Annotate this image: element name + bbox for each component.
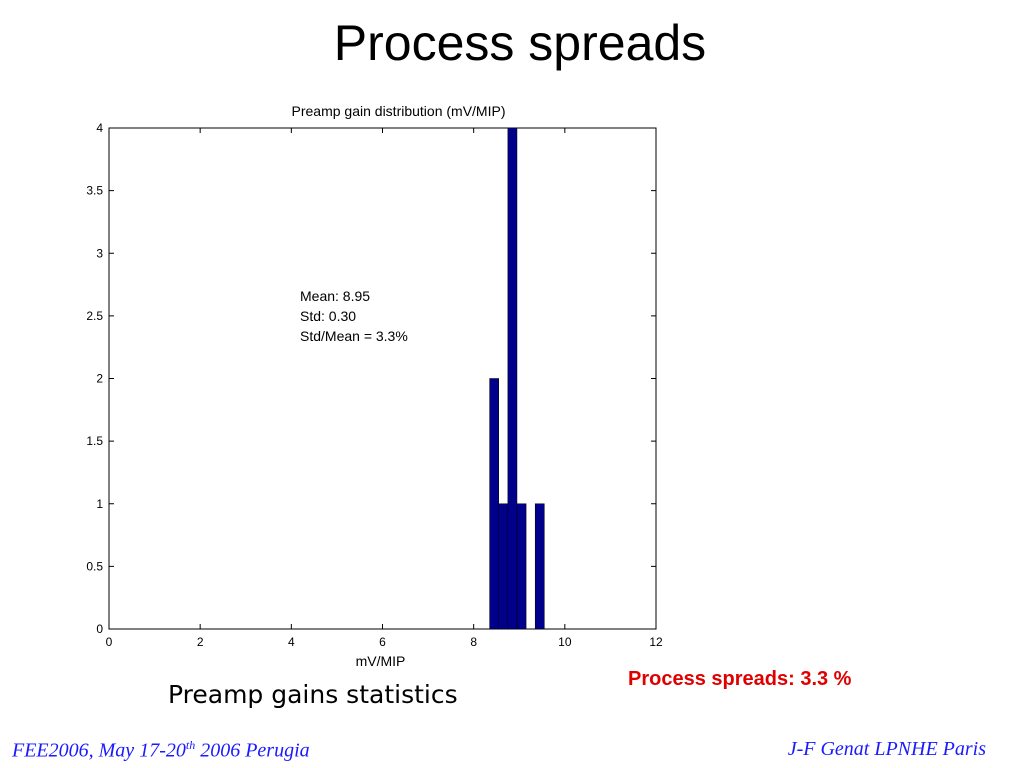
footer-conference: FEE2006, May 17-20th 2006 Perugia — [12, 738, 310, 763]
plot-frame — [108, 127, 657, 630]
x-tick-label: 4 — [288, 635, 295, 649]
histogram-bar — [516, 503, 527, 630]
chart-title: Preamp gain distribution (mV/MIP) — [292, 103, 506, 119]
x-tick-label: 10 — [558, 635, 572, 649]
chart-caption: Preamp gains statistics — [168, 680, 458, 709]
y-tick-label: 4 — [96, 121, 103, 135]
y-tick-label: 1.5 — [86, 434, 103, 448]
stats-annotation-line: Std: 0.30 — [300, 308, 356, 324]
footer-conference-prefix: FEE2006, May 17-20 — [12, 739, 186, 762]
y-tick-label: 3.5 — [86, 184, 103, 198]
process-spread-highlight: Process spreads: 3.3 % — [628, 668, 852, 690]
y-tick-label: 3 — [96, 246, 103, 260]
y-tick-label: 0.5 — [86, 559, 103, 573]
x-axis-label: mV/MIP — [356, 653, 406, 669]
y-tick-label: 1 — [96, 497, 103, 511]
histogram-bar — [498, 503, 509, 630]
x-tick-label: 2 — [197, 635, 204, 649]
footer-conference-sup: th — [185, 738, 196, 752]
stats-annotation-line: Mean: 8.95 — [300, 288, 370, 304]
x-tick-label: 0 — [106, 635, 113, 649]
histogram-bar — [534, 503, 545, 630]
histogram-bar — [489, 378, 499, 630]
histogram-bar — [507, 127, 518, 630]
x-tick-label: 6 — [379, 635, 386, 649]
x-tick-label: 12 — [649, 635, 663, 649]
stats-annotation-line: Std/Mean = 3.3% — [300, 328, 408, 344]
x-tick-label: 8 — [470, 635, 477, 649]
y-tick-label: 0 — [96, 622, 103, 636]
slide-title: Process spreads — [333, 15, 707, 71]
y-tick-label: 2.5 — [86, 309, 103, 323]
footer-author: J-F Genat LPNHE Paris — [787, 738, 986, 760]
y-tick-label: 2 — [96, 372, 103, 386]
footer-conference-suffix: 2006 Perugia — [195, 739, 310, 762]
